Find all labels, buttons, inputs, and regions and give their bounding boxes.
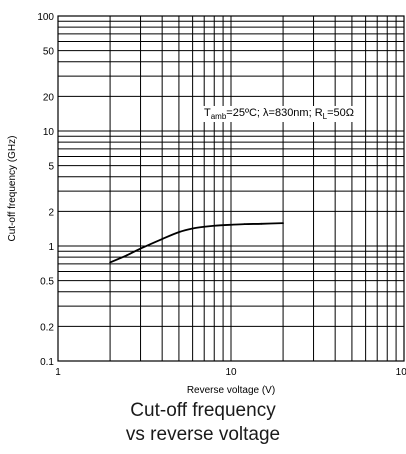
x-axis-title: Reverse voltage (V) <box>187 385 275 396</box>
caption-line-2: vs reverse voltage <box>125 424 281 445</box>
data-point <box>213 224 216 227</box>
y-tick-label: 0.2 <box>40 322 54 333</box>
y-tick-label: 10 <box>43 127 55 138</box>
y-tick-label: 50 <box>43 47 55 58</box>
caption-line-1: Cut-off frequency <box>130 400 276 421</box>
plot-frame <box>57 15 405 362</box>
x-tick-label: 1 <box>55 367 61 378</box>
data-point <box>230 223 232 226</box>
annotation-text: Tamb=25ºC; λ=830nm; RL=50Ω <box>204 107 354 121</box>
chart-svg: 0.1 0.2 0.5 1 2 5 10 20 50 100 1 10 100 Reverse volta… <box>7 12 406 396</box>
y-tick-label: 5 <box>48 162 54 173</box>
data-point <box>161 238 164 240</box>
data-point <box>282 222 284 225</box>
data-point <box>109 261 111 264</box>
y-axis-title: Cut-off frequency (GHz) <box>7 136 18 242</box>
x-tick-label: 100 <box>396 367 406 378</box>
series-line <box>109 222 284 264</box>
annotation-subscript: amb <box>211 112 227 121</box>
annotation-background <box>201 106 357 122</box>
data-point <box>125 254 128 257</box>
chart: 0.1 0.2 0.5 1 2 5 10 20 50 100 1 10 100 Reverse volta… <box>7 12 406 396</box>
data-point <box>260 222 263 225</box>
data-point <box>139 247 142 250</box>
annotation-part: T <box>204 107 211 119</box>
y-tick-label: 0.5 <box>40 277 54 288</box>
data-point <box>243 223 246 226</box>
annotation-part: =25ºC; λ=830nm; R <box>226 107 322 119</box>
data-point <box>178 231 180 234</box>
data-point <box>203 225 206 228</box>
y-tick-label: 2 <box>48 207 54 218</box>
annotation-subscript: L <box>323 112 328 121</box>
y-tick-label: 20 <box>43 92 55 103</box>
y-tick-label: 1 <box>48 242 54 253</box>
x-tick-label: 10 <box>225 367 237 378</box>
y-tick-label: 100 <box>37 12 54 23</box>
y-tick-label: 0.1 <box>40 357 54 368</box>
data-point <box>191 227 194 230</box>
annotation-part: =50Ω <box>327 107 354 119</box>
